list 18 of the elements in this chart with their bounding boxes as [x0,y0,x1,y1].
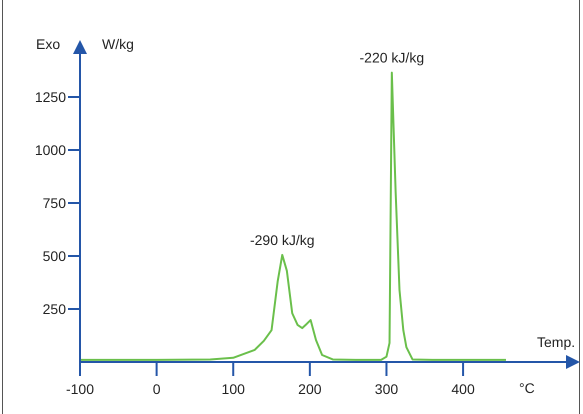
y-tick-label: 1250 [34,88,66,105]
y-tick-label: 500 [42,248,66,264]
x-tick-label: 400 [451,380,475,397]
annotation: -290 kJ/kg [250,232,315,248]
y-tick-label: 250 [42,300,66,317]
y-tick-label: 1000 [34,142,66,158]
x-tick-label: 0 [152,380,161,397]
line-series [80,72,507,361]
text: °C [519,380,535,396]
y-tick-label: 750 [42,194,66,211]
x-tick-label: 100 [222,380,246,397]
x-tick-label: 300 [374,380,398,397]
x-axis-title: Temp. [537,334,576,350]
text: Exo [36,36,60,52]
annotation: -220 kJ/kg [360,50,424,66]
x-tick-label: 200 [298,380,322,397]
y-axis-title: W/kg [102,36,134,52]
x-tick-label: -100 [66,380,94,397]
